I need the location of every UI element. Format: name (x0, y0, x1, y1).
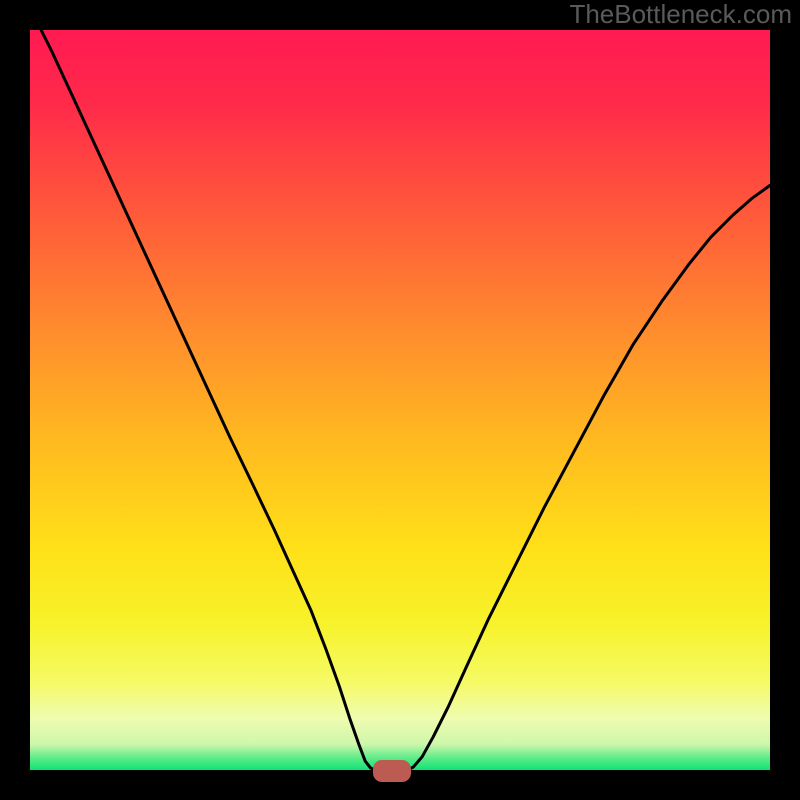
bottleneck-curve (41, 30, 770, 770)
valley-marker (373, 760, 411, 782)
watermark-text: TheBottleneck.com (569, 0, 792, 30)
chart-container: TheBottleneck.com (0, 0, 800, 800)
bottleneck-curve-svg (30, 30, 770, 770)
plot-area (30, 30, 770, 770)
